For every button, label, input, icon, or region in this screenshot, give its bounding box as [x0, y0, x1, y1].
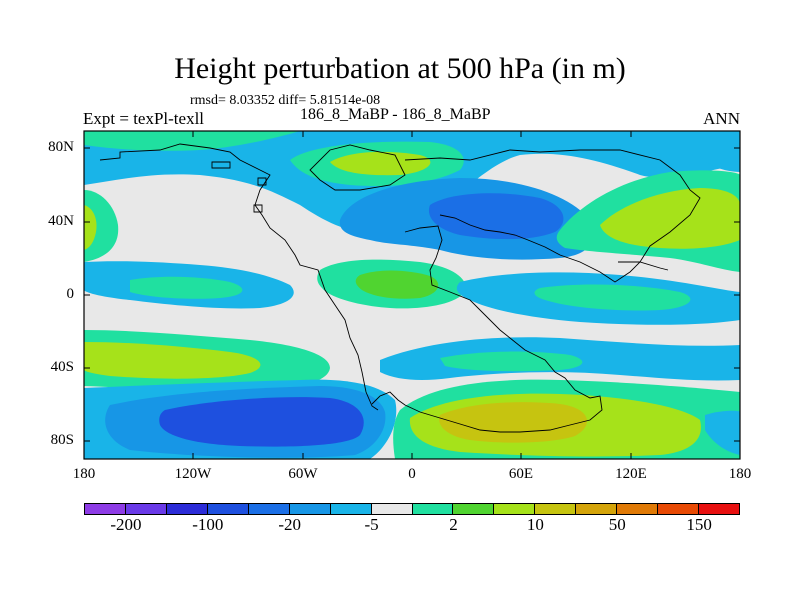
lime-south-west — [84, 342, 261, 379]
season-label: ANN — [703, 109, 740, 128]
lon-label-180e: 180 — [728, 466, 752, 482]
colorbar-label: 10 — [526, 515, 544, 534]
colorbar-label: -20 — [278, 515, 302, 534]
lon-label-60w: 60W — [288, 466, 318, 482]
axis-ticks — [83, 131, 741, 459]
colorbar — [84, 503, 740, 515]
colorbar-box — [165, 503, 208, 515]
lat-label-80n: 80N — [48, 139, 74, 155]
lon-label-0: 0 — [408, 466, 416, 482]
green-equator-center — [355, 270, 439, 299]
stats-text: rmsd= 8.03352 diff= 5.81514e-08 — [190, 93, 381, 108]
yellow-south-indian — [439, 402, 587, 443]
colorbar-box — [124, 503, 167, 515]
colorbar-box — [616, 503, 659, 515]
colorbar-box — [84, 503, 126, 515]
colorbar-label: 150 — [686, 515, 712, 534]
colorbar-box — [452, 503, 495, 515]
lon-label-120w: 120W — [174, 466, 212, 482]
colorbar-label: -200 — [110, 515, 142, 534]
teal-tropics-west — [130, 276, 243, 299]
dark-blue-asia — [428, 193, 564, 240]
lime-arctic — [330, 151, 431, 176]
colorbar-box — [534, 503, 577, 515]
colorbar-label: 2 — [449, 515, 458, 534]
colorbar-box — [657, 503, 700, 515]
lon-label-60e: 60E — [508, 466, 534, 482]
colorbar-box — [370, 503, 413, 515]
colorbar-box — [247, 503, 290, 515]
colorbar-label: 50 — [608, 515, 626, 534]
colorbar-box — [493, 503, 536, 515]
green-north-pacific — [84, 131, 300, 151]
blue-se-corner — [705, 410, 740, 455]
colorbar-box — [288, 503, 331, 515]
colorbar-box — [575, 503, 618, 515]
plot-subtitle: 186_8_MaBP - 186_8_MaBP — [300, 106, 491, 123]
colorbar-box — [206, 503, 249, 515]
continent-outlines — [99, 143, 701, 433]
lon-label-180w: 180 — [72, 466, 96, 482]
plot-title: Height perturbation at 500 hPa (in m) — [174, 52, 626, 85]
lon-label-120e: 120E — [615, 466, 647, 482]
lat-label-40n: 40N — [48, 213, 74, 229]
colorbar-label: -5 — [364, 515, 379, 534]
dark-blue-south-pacific — [159, 397, 364, 447]
blue-ne-corner — [700, 131, 740, 172]
colorbar-box — [411, 503, 454, 515]
lat-label-40s: 40S — [50, 359, 74, 375]
colorbar-box — [329, 503, 372, 515]
lime-west-edge — [84, 205, 97, 250]
lat-label-0: 0 — [66, 286, 75, 302]
lat-label-80s: 80S — [50, 432, 74, 448]
teal-south-mid — [440, 351, 583, 372]
lime-pacific-north — [600, 188, 740, 249]
experiment-label: Expt = texPl-texll — [83, 109, 205, 128]
colorbar-label: -100 — [192, 515, 224, 534]
teal-west-edge — [84, 190, 119, 262]
colorbar-box — [698, 503, 740, 515]
teal-tropics-east — [534, 284, 691, 311]
